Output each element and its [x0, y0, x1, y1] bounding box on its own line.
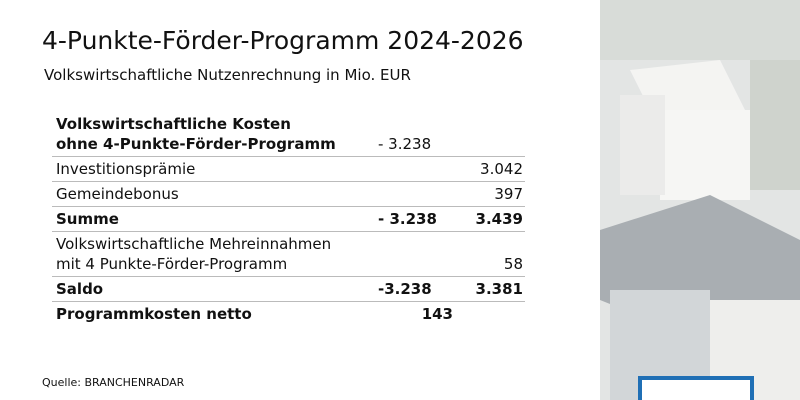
benefits-cell	[460, 112, 525, 157]
table-row: Volkswirtschaftliche Mehreinnahmen mit 4 …	[52, 231, 525, 277]
label-line: Programmkosten netto	[56, 305, 252, 323]
label-line: Saldo	[56, 280, 104, 298]
photo	[600, 0, 800, 400]
costs-cell: - 3.238	[372, 112, 460, 157]
row-label: Summe	[52, 206, 372, 232]
net-cell: 143	[421, 305, 453, 323]
label-line: Volkswirtschaftliche Mehreinnahmen	[56, 235, 332, 253]
benefits-cell: 58	[460, 231, 525, 277]
row-label: Gemeindebonus	[52, 181, 372, 207]
table-row: Gemeindebonus 397	[52, 181, 525, 207]
costs-cell	[372, 181, 460, 207]
label-line: Volkswirtschaftliche Kosten	[56, 115, 291, 133]
label-line: Gemeindebonus	[56, 185, 179, 203]
table-row: Summe - 3.238 3.439	[52, 206, 525, 232]
benefits-cell: 3.042	[460, 156, 525, 182]
benefits-cell: 397	[460, 181, 525, 207]
row-label: Programmkosten netto	[52, 302, 372, 327]
table-row: Saldo -3.238 3.381	[52, 276, 525, 302]
costs-cell: - 3.238	[372, 206, 460, 232]
label-line: Summe	[56, 210, 119, 228]
benefits-cell: 3.439	[460, 206, 525, 232]
table: Volkswirtschaftliche Kosten ohne 4-Punkte…	[52, 112, 525, 326]
row-label: Investitionsprämie	[52, 156, 372, 182]
label-line: mit 4 Punkte-Förder-Programm	[56, 255, 288, 273]
table-row: Programmkosten netto 143	[52, 302, 525, 327]
costs-cell: -3.238	[372, 276, 460, 302]
subtitle: Volkswirtschaftliche Nutzenrechnung in M…	[44, 66, 411, 84]
source: Quelle: BRANCHENRADAR	[42, 376, 185, 389]
costs-cell	[372, 156, 460, 182]
benefits-cell: 3.381	[460, 276, 525, 302]
title: 4-Punkte-Förder-Programm 2024-2026	[42, 26, 524, 55]
row-label: Volkswirtschaftliche Kosten ohne 4-Punkte…	[52, 112, 372, 157]
row-label: Saldo	[52, 276, 372, 302]
label-line: ohne 4-Punkte-Förder-Programm	[56, 135, 336, 153]
label-line: Investitionsprämie	[56, 160, 196, 178]
table-row: Volkswirtschaftliche Kosten ohne 4-Punkte…	[52, 112, 525, 157]
table-row: Investitionsprämie 3.042	[52, 156, 525, 182]
row-label: Volkswirtschaftliche Mehreinnahmen mit 4 …	[52, 231, 372, 277]
costs-cell	[372, 231, 460, 277]
